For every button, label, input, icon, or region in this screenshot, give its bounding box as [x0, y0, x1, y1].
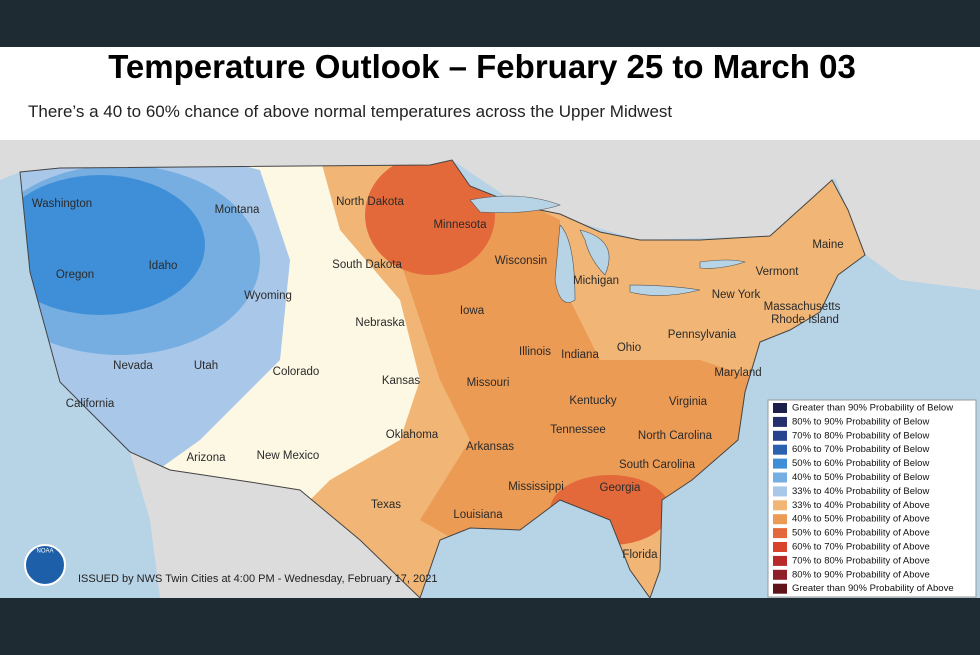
state-label: Kansas: [382, 375, 421, 387]
state-label: Minnesota: [433, 219, 487, 231]
state-label: Michigan: [573, 275, 619, 287]
legend-label: 60% to 70% Probability of Below: [792, 444, 929, 455]
state-label: Idaho: [149, 260, 178, 272]
legend-label: 60% to 70% Probability of Above: [792, 542, 930, 553]
state-label: Maine: [812, 239, 843, 251]
subtitle: There’s a 40 to 60% chance of above norm…: [28, 102, 672, 121]
legend-items: Greater than 90% Probability of Below 80%…: [773, 403, 954, 594]
legend-swatch: [773, 444, 787, 455]
legend-label: 50% to 60% Probability of Below: [792, 458, 929, 469]
state-label: Arkansas: [466, 441, 514, 453]
state-label: Maryland: [714, 367, 761, 379]
legend-swatch: [773, 472, 787, 483]
area-above-40: [400, 180, 760, 560]
state-label: New Mexico: [257, 450, 320, 462]
state-label: Virginia: [669, 396, 708, 408]
state-label: Iowa: [460, 305, 485, 317]
state-label: Montana: [215, 204, 260, 216]
state-label: Kentucky: [569, 395, 617, 407]
legend-swatch: [773, 458, 787, 469]
legend-swatch: [773, 430, 787, 441]
legend-swatch: [773, 500, 787, 511]
legend-label: 70% to 80% Probability of Above: [792, 555, 930, 566]
state-label: Ohio: [617, 342, 641, 354]
legend-label: 50% to 60% Probability of Above: [792, 528, 930, 539]
legend: [767, 399, 977, 598]
state-label: New York: [712, 289, 761, 301]
legend-label: 80% to 90% Probability of Below: [792, 416, 929, 427]
state-label: Illinois: [519, 346, 551, 358]
state-label: Georgia: [600, 482, 642, 494]
state-label: Oklahoma: [386, 429, 439, 441]
state-label: Utah: [194, 360, 218, 372]
legend-label: 33% to 40% Probability of Above: [792, 500, 930, 511]
logo-text: NOAA: [36, 549, 53, 555]
legend-label: 40% to 50% Probability of Below: [792, 472, 929, 483]
state-label: Nevada: [113, 360, 153, 372]
legend-swatch: [773, 542, 787, 552]
legend-swatch: [773, 528, 787, 539]
legend-label: 40% to 50% Probability of Above: [792, 514, 930, 525]
state-label: Massachusetts: [764, 301, 841, 313]
legend-label: 70% to 80% Probability of Below: [792, 430, 929, 441]
legend-swatch: [773, 416, 787, 427]
state-label: Indiana: [561, 349, 599, 361]
area-above-50: [365, 160, 495, 275]
legend-label: Greater than 90% Probability of Above: [792, 583, 954, 594]
canada: [0, 140, 980, 290]
state-label: North Carolina: [638, 430, 713, 442]
state-label: North Dakota: [336, 196, 404, 208]
state-label: Texas: [371, 499, 401, 511]
state-label: Colorado: [273, 366, 320, 378]
state-label: Tennessee: [550, 424, 606, 436]
legend-swatch: [773, 569, 787, 580]
state-label: Pennsylvania: [668, 329, 737, 341]
legend-swatch: [773, 583, 787, 594]
state-label: Wisconsin: [495, 255, 547, 267]
state-label: Washington: [32, 198, 92, 210]
state-label: Louisiana: [453, 509, 503, 521]
state-label: Rhode Island: [771, 314, 839, 326]
legend-swatch: [773, 555, 787, 566]
state-label: Vermont: [756, 266, 800, 278]
state-label: South Dakota: [332, 259, 402, 271]
state-label: Arizona: [187, 452, 227, 464]
state-label: South Carolina: [619, 459, 696, 471]
state-label: Wyoming: [244, 290, 292, 302]
state-label: Mississippi: [508, 481, 564, 493]
legend-swatch: [773, 486, 787, 497]
state-label: Florida: [622, 549, 658, 561]
state-label: California: [66, 398, 115, 410]
legend-swatch: [773, 514, 787, 525]
area-below-50: [20, 175, 205, 315]
state-label: Oregon: [56, 269, 94, 281]
state-label: Nebraska: [355, 317, 405, 329]
mexico: [130, 452, 420, 598]
legend-label: Greater than 90% Probability of Below: [792, 403, 953, 414]
state-labels: Washington Oregon California Nevada Idah…: [32, 196, 844, 561]
state-label: Missouri: [467, 377, 510, 389]
issued-text: ISSUED by NWS Twin Cities at 4:00 PM - W…: [78, 573, 438, 585]
title: Temperature Outlook – February 25 to Mar…: [108, 48, 856, 85]
legend-label: 80% to 90% Probability of Above: [792, 569, 930, 580]
legend-label: 33% to 40% Probability of Below: [792, 486, 929, 497]
noaa-logo: [24, 544, 66, 586]
great-lakes: [469, 195, 747, 303]
legend-swatch: [773, 403, 787, 413]
